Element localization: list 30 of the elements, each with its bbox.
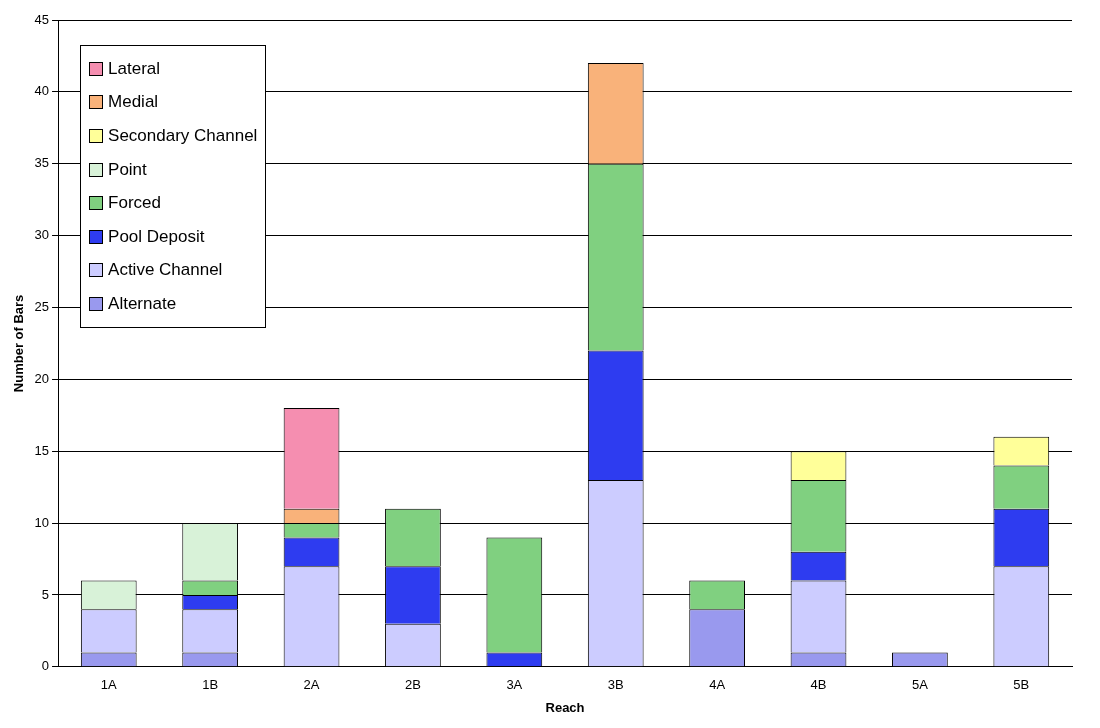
legend-label: Pool Deposit xyxy=(108,226,205,247)
y-tick-label: 5 xyxy=(41,586,50,602)
x-tick-label: 3B xyxy=(607,677,624,693)
legend-label: Point xyxy=(108,159,147,180)
y-tick-label: 20 xyxy=(34,370,50,386)
y-tick-label: 40 xyxy=(34,83,50,99)
x-axis-title: Reach xyxy=(545,699,585,715)
y-tick-label: 35 xyxy=(34,155,50,171)
y-tick-label: 30 xyxy=(34,227,50,243)
legend-label: Forced xyxy=(108,193,161,214)
legend-label: Lateral xyxy=(108,58,161,79)
y-tick-label: 15 xyxy=(34,442,50,458)
x-tick-label: 4A xyxy=(709,677,726,693)
legend-label: Secondary Channel xyxy=(108,125,258,146)
x-tick-label: 5A xyxy=(911,677,929,693)
x-tick-label: 1A xyxy=(100,677,118,693)
x-tick-label: 2B xyxy=(404,677,421,693)
x-tick-label: 1B xyxy=(202,677,219,693)
y-axis-title: Number of Bars xyxy=(11,294,27,393)
y-tick-label: 25 xyxy=(34,299,50,315)
legend-label: Active Channel xyxy=(108,260,223,281)
x-tick-label: 3A xyxy=(506,677,523,693)
x-tick-label: 2A xyxy=(303,677,320,693)
y-tick-label: 45 xyxy=(34,11,50,27)
y-tick-label: 0 xyxy=(41,658,50,674)
x-tick-label: 4B xyxy=(810,677,827,693)
legend-label: Alternate xyxy=(108,293,177,314)
x-tick-label: 5B xyxy=(1013,677,1030,693)
y-tick-label: 10 xyxy=(34,514,50,530)
legend-label: Medial xyxy=(108,92,159,113)
